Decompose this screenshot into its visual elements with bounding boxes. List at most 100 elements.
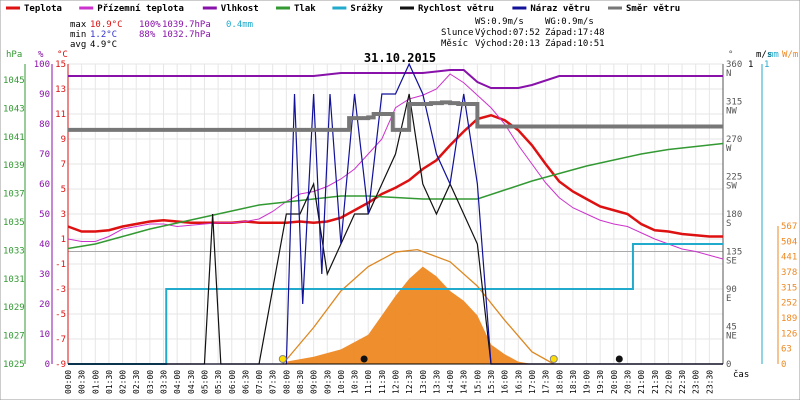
moon-rise: Východ:20:13 — [475, 39, 540, 49]
sunset-marker — [549, 355, 558, 363]
dir-letter: E — [726, 294, 731, 304]
x-tick-label: 03:30 — [160, 370, 169, 394]
rad-tick: 189 — [781, 314, 797, 324]
x-tick-label: 06:30 — [241, 370, 250, 394]
wind-gust-info: WG:0.9m/s — [545, 17, 594, 27]
pct-tick: 100 — [34, 60, 50, 70]
x-tick-label: 19:30 — [596, 370, 605, 394]
pct-tick: 80 — [39, 120, 50, 130]
x-tick-label: 19:00 — [583, 370, 592, 394]
stat-avg-temp: 4.9°C — [90, 40, 117, 50]
x-tick-label: 20:00 — [610, 370, 619, 394]
hpa-tick: 1035 — [3, 218, 25, 228]
x-tick-label: 15:30 — [487, 370, 496, 394]
degc-tick: -7 — [55, 335, 66, 345]
hpa-tick: 1037 — [3, 190, 25, 200]
hpa-tick: 1039 — [3, 161, 25, 171]
legend: Teplota Přízemní teplota Vlhkost Tlak Srážky… — [6, 3, 680, 14]
unit-ms: m/s — [756, 50, 772, 60]
x-tick-label: 03:00 — [146, 370, 155, 394]
pct-tick: 90 — [39, 90, 50, 100]
x-tick-label: 09:00 — [310, 370, 319, 394]
ms-tick-top: 1 — [748, 60, 753, 70]
radiation-area — [286, 266, 532, 364]
x-tick-label: 23:00 — [692, 370, 701, 394]
unit-wm2: W/m² — [782, 50, 800, 60]
dir-letter: SW — [726, 182, 737, 192]
pct-tick: 20 — [39, 300, 50, 310]
rad-tick: 378 — [781, 268, 797, 278]
pct-tick: 70 — [39, 150, 50, 160]
x-tick-label: 14:00 — [446, 370, 455, 394]
stat-max-label: max — [70, 20, 87, 30]
x-tick-label: 18:30 — [569, 370, 578, 394]
unit-time: čas — [733, 369, 749, 380]
x-tick-label: 18:00 — [555, 370, 564, 394]
dir-tick: 225 — [726, 173, 742, 183]
pressure-line — [67, 142, 724, 250]
hpa-tick: 1043 — [3, 104, 25, 114]
dir-tick: 90 — [726, 285, 737, 295]
dir-letter: NE — [726, 332, 737, 342]
moonset-marker — [360, 355, 368, 363]
legend-label-2: Vlhkost — [221, 4, 259, 14]
legend-label-4: Srážky — [350, 4, 383, 14]
x-tick-label: 16:00 — [501, 370, 510, 394]
degc-tick: 11 — [55, 110, 66, 120]
mm-tick-top: 1 — [764, 60, 769, 70]
rad-tick: 441 — [781, 253, 797, 263]
temperature-line — [67, 113, 723, 238]
dir-letter: W — [726, 144, 732, 154]
dir-tick: 270 — [726, 135, 742, 145]
rad-tick: 0 — [781, 360, 786, 370]
moon-set: Západ:10:51 — [545, 39, 605, 49]
sun-rise: Východ:07:52 — [475, 28, 540, 38]
x-tick-label: 10:30 — [351, 370, 360, 394]
info-block: WS:0.9m/s WG:0.9m/s Slunce Východ:07:52 … — [441, 17, 605, 49]
unit-deg: ° — [728, 50, 733, 60]
legend-label-3: Tlak — [294, 4, 316, 14]
x-tick-label: 21:00 — [637, 370, 646, 394]
wind-direction-line — [68, 100, 723, 132]
x-tick-label: 14:30 — [460, 370, 469, 394]
pct-tick: 60 — [39, 180, 50, 190]
x-tick-label: 00:00 — [64, 370, 73, 394]
pct-tick: 30 — [39, 270, 50, 280]
hpa-tick: 1045 — [3, 76, 25, 86]
x-tick-label: 02:00 — [119, 370, 128, 394]
stats-block: max 10.9°C 100% 1039.7hPa 0.4mm min 1.2°… — [70, 20, 253, 50]
x-tick-label: 20:30 — [623, 370, 632, 394]
wind-speed-info: WS:0.9m/s — [475, 17, 524, 27]
x-tick-label: 22:00 — [664, 370, 673, 394]
x-tick-label: 00:30 — [78, 370, 87, 394]
x-tick-label: 08:30 — [296, 370, 305, 394]
hpa-tick: 1025 — [3, 360, 25, 370]
degc-tick: 9 — [61, 135, 66, 145]
x-tick-label: 01:00 — [91, 370, 100, 394]
dir-letter: SE — [726, 257, 737, 267]
grid — [67, 63, 723, 365]
rad-tick: 315 — [781, 283, 797, 293]
degc-tick: 5 — [61, 185, 66, 195]
moonrise-marker — [615, 355, 623, 363]
stat-min-temp: 1.2°C — [90, 30, 117, 40]
unit-pct: % — [38, 50, 44, 60]
hpa-tick: 1027 — [3, 332, 25, 342]
stat-min-hum: 88% — [139, 30, 156, 40]
stat-min-label: min — [70, 30, 86, 40]
unit-hpa: hPa — [6, 50, 22, 60]
legend-label-0: Teplota — [24, 4, 62, 14]
x-tick-label: 07:30 — [269, 370, 278, 394]
degc-tick: -5 — [55, 310, 66, 320]
dir-tick: 360 — [726, 60, 742, 70]
moon-label: Měsíc — [441, 39, 468, 49]
dir-letter: S — [726, 219, 731, 229]
humidity-line — [68, 69, 723, 89]
dir-tick: 315 — [726, 98, 742, 108]
dir-letter: NW — [726, 107, 737, 117]
degc-tick: -9 — [55, 360, 66, 370]
rad-tick: 504 — [781, 237, 797, 247]
degc-tick: 3 — [61, 210, 66, 220]
y-axes: 1045104310411039103710351033103110291027… — [3, 60, 797, 370]
